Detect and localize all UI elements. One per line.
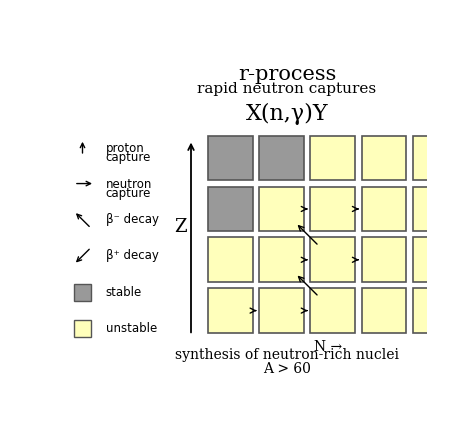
Bar (310, 187, 356, 231)
Bar (413, 288, 457, 333)
Text: synthesis of neutron-rich nuclei: synthesis of neutron-rich nuclei (175, 348, 399, 363)
Text: rapid neutron captures: rapid neutron captures (198, 82, 376, 96)
Text: β⁻ decay: β⁻ decay (106, 213, 159, 226)
Bar (413, 136, 457, 181)
Bar (310, 136, 356, 181)
Text: Z: Z (174, 218, 186, 236)
Text: neutron: neutron (106, 178, 152, 191)
Text: capture: capture (106, 187, 151, 200)
Text: r-process: r-process (238, 65, 336, 84)
Text: proton: proton (106, 142, 145, 155)
Bar (208, 187, 253, 231)
Text: β⁺ decay: β⁺ decay (106, 250, 159, 262)
Bar (259, 237, 304, 282)
Bar (310, 288, 356, 333)
Bar (208, 288, 253, 333)
Bar (413, 187, 457, 231)
Bar (413, 237, 457, 282)
Bar (259, 288, 304, 333)
Text: X(n,γ)Y: X(n,γ)Y (246, 103, 328, 125)
Bar (259, 187, 304, 231)
Bar (310, 237, 356, 282)
Bar (259, 136, 304, 181)
Bar (362, 237, 406, 282)
Bar (362, 288, 406, 333)
Text: A > 60: A > 60 (263, 362, 311, 376)
Bar (362, 136, 406, 181)
Bar (74, 320, 91, 337)
Text: capture: capture (106, 151, 151, 164)
Text: stable: stable (106, 285, 142, 299)
Bar (208, 237, 253, 282)
Bar (208, 136, 253, 181)
Text: unstable: unstable (106, 322, 157, 335)
Text: N →: N → (314, 340, 342, 354)
Bar (74, 284, 91, 301)
Bar (362, 187, 406, 231)
